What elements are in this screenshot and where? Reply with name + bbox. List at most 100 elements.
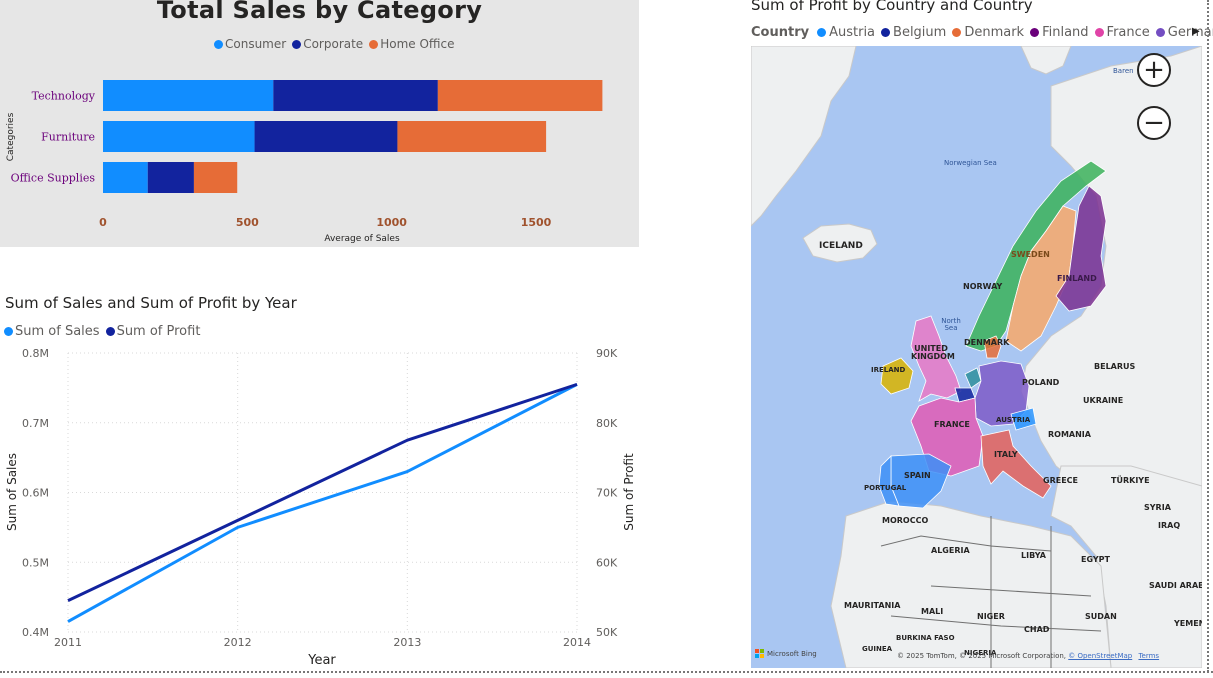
x-tick-label: 2014 [563,636,591,649]
legend-dot-icon [4,327,13,336]
map-label-norway: NORWAY [963,282,1003,291]
ireland-region[interactable] [880,357,914,395]
y2-tick-label: 80K [596,417,618,430]
legend-next-icon[interactable]: ▶ [1192,26,1200,37]
map-legend-item[interactable]: France [1094,25,1150,40]
uk-region[interactable] [910,315,962,402]
finland-region[interactable] [1055,185,1107,312]
map-title: Sum of Profit by Country and Country [751,0,1033,14]
map-label-guinea: GUINEA [862,645,893,653]
x-tick-label: 0 [99,216,107,229]
legend-dot-icon [1030,28,1040,37]
map-label-france: FRANCE [934,420,970,429]
line-legend-item[interactable]: Sum of Profit [105,324,201,339]
map-label-austria: AUSTRIA [996,416,1031,424]
zoom-in-button[interactable]: + [1137,53,1171,87]
bar-legend-item[interactable]: Home Office [369,37,454,51]
terms-link[interactable]: Terms [1138,652,1160,660]
zoom-out-button[interactable]: − [1137,106,1171,140]
legend-dot-icon [881,28,891,37]
bar-consumer [103,162,148,193]
line-chart-title: Sum of Sales and Sum of Profit by Year [5,294,297,312]
x-tick-label: 2012 [224,636,252,649]
line-chart-panel: Sum of Sales and Sum of Profit by Year S… [0,285,639,670]
map-label-belarus: BELARUS [1094,362,1136,371]
bar-legend-item[interactable]: Consumer [214,37,286,51]
y2-axis-title: Sum of Profit [622,453,636,531]
map-label-barents: Baren [1113,67,1134,75]
y-tick-label: 0.5M [22,556,49,569]
map-label-iceland: ICELAND [819,241,863,251]
y2-tick-label: 70K [596,487,618,500]
y-tick-label: 0.7M [22,417,49,430]
y-tick-label: 0.4M [22,626,49,639]
map-label-mali: MALI [921,607,944,616]
map-label-saudi: SAUDI ARAB [1149,581,1202,590]
x-tick-label: 2013 [393,636,421,649]
map-legend-label: Country [751,25,810,40]
map-label-burkina: BURKINA FASO [896,634,955,642]
norway-region[interactable] [965,160,1107,352]
bar-legend-label: Home Office [380,37,455,51]
denmark-region[interactable] [983,335,1002,359]
bar-corporate [254,121,398,152]
category-tick-label: Technology [32,90,96,103]
map-legend-item[interactable]: Finland [1030,25,1089,40]
map-label-ukraine: UKRAINE [1083,396,1124,405]
y-axis-title: Sum of Sales [5,453,19,531]
map-label-ireland: IRELAND [871,366,906,374]
bar-corporate [273,80,438,111]
map-label-norwegian_sea: Norwegian Sea [944,159,997,167]
map-label-sudan: SUDAN [1085,612,1117,621]
category-tick-label: Office Supplies [11,172,96,185]
legend-dot-icon [214,39,223,49]
x-tick-label: 2011 [54,636,82,649]
legend-dot-icon [1094,28,1104,37]
bar-chart-legend: Consumer Corporate Home Office [214,37,460,51]
map-label-denmark: DENMARK [964,338,1010,347]
map-label-romania: ROMANIA [1048,430,1091,439]
portugal-region[interactable] [878,455,900,507]
map-label-finland: FINLAND [1057,274,1097,283]
map-canvas[interactable]: ICELAND Norwegian Sea NORWAY SWEDEN FINLAND N… [751,46,1202,668]
map-legend-item[interactable]: Belgium [881,25,946,40]
line-legend-item[interactable]: Sum of Sales [4,324,100,339]
bar-legend-item[interactable]: Corporate [292,37,363,51]
austria-region[interactable] [1010,407,1037,431]
italy-region[interactable] [980,429,1052,499]
svalbard-land [1020,46,1072,75]
y-tick-label: 0.8M [22,347,49,360]
legend-dot-icon [817,28,827,37]
map-label-greece: GREECE [1043,476,1078,485]
bar-legend-label: Corporate [303,37,364,51]
y-axis-title: Categories [6,112,16,161]
map-legend-item[interactable]: Germany [1155,25,1213,40]
middle-east-land [1050,465,1202,668]
map-label-mauritania: MAURITANIA [844,601,901,610]
map-legend-item[interactable]: Austria [817,25,875,40]
legend-dot-icon [952,28,962,37]
map-label-iraq: IRAQ [1158,521,1181,530]
germany-region[interactable] [974,360,1030,427]
line-legend-label: Sum of Profit [116,324,201,339]
y2-tick-label: 60K [596,556,618,569]
line-legend-label: Sum of Sales [15,324,100,339]
osm-link[interactable]: © OpenStreetMap [1068,652,1133,660]
x-axis-title: Average of Sales [324,234,400,244]
x-tick-label: 1500 [521,216,552,229]
x-tick-label: 500 [236,216,259,229]
map-label-yemen: YEMEN [1174,619,1202,628]
bar-home-office [397,121,547,152]
line-chart-legend: Sum of Sales Sum of Profit [4,324,206,339]
bar-chart-panel: Total Sales by Category Consumer Corporat… [0,0,639,247]
bar-chart-svg: Technology Furniture Office Supplies 0 500 10… [6,80,603,244]
sweden-region[interactable] [1005,205,1077,352]
bar-home-office [437,80,603,111]
y2-tick-label: 90K [596,347,618,360]
map-legend-label: Germany [1167,25,1213,40]
bar-consumer [103,80,274,111]
map-legend-item[interactable]: Denmark [952,25,1024,40]
map-legend-label: France [1106,25,1150,40]
map-label-niger: NIGER [977,612,1005,621]
map-label-north_sea: North Sea [941,317,961,332]
